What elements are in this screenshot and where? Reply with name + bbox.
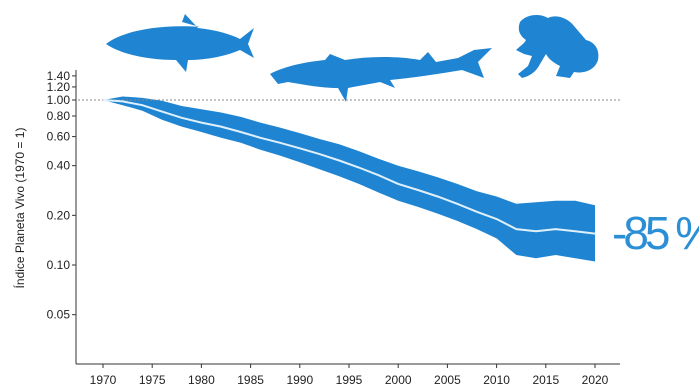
y-tick-label: 0.40 — [47, 159, 71, 173]
x-tick-label: 1995 — [336, 373, 363, 387]
y-tick-label: 1.20 — [47, 80, 71, 94]
x-tick-label: 2020 — [582, 373, 609, 387]
y-tick-label: 0.05 — [47, 308, 71, 322]
x-tick-label: 2015 — [532, 373, 559, 387]
fish-silhouette-icon — [106, 14, 254, 72]
y-tick-label: 0.60 — [47, 130, 71, 144]
x-tick-label: 2005 — [434, 373, 461, 387]
y-tick-label: 0.10 — [47, 258, 71, 272]
x-tick-label: 1975 — [139, 373, 166, 387]
x-tick-label: 2010 — [483, 373, 510, 387]
index-line — [102, 99, 596, 235]
x-tick-label: 2000 — [385, 373, 412, 387]
y-tick-label: 1.40 — [47, 69, 71, 83]
confidence-band — [103, 96, 595, 262]
sturgeon-silhouette-icon — [270, 48, 492, 102]
y-tick-label: 0.20 — [47, 208, 71, 222]
decline-annotation: -85 % — [612, 207, 699, 259]
frog-silhouette-icon — [516, 14, 599, 78]
x-tick-label: 1980 — [188, 373, 215, 387]
x-tick-label: 1985 — [237, 373, 264, 387]
y-tick-label: 0.80 — [47, 109, 71, 123]
x-tick-label: 1970 — [90, 373, 117, 387]
y-axis-title: Índice Planeta Vivo (1970 = 1) — [12, 128, 27, 289]
y-tick-label: 1.00 — [47, 93, 71, 107]
x-tick-label: 1990 — [286, 373, 313, 387]
